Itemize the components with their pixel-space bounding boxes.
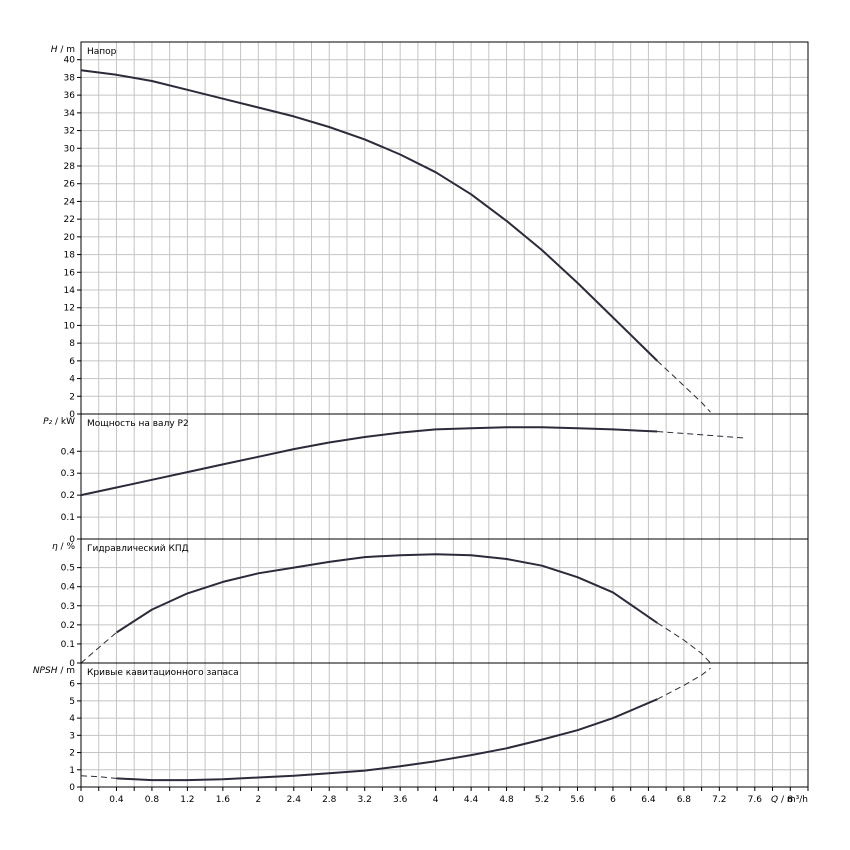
x-tick-label: 4.8 [499, 795, 514, 805]
y-tick-label: 0.1 [61, 640, 75, 650]
x-tick-label: 3.2 [358, 795, 372, 805]
y-tick-label: 36 [64, 91, 76, 101]
x-tick-label: 1.2 [180, 795, 194, 805]
y-tick-label: 0 [69, 783, 75, 793]
x-tick-label: 2.4 [287, 795, 302, 805]
x-tick-label: 6.8 [677, 795, 692, 805]
y-tick-label: 0.2 [61, 491, 75, 501]
x-tick-label: 3.6 [393, 795, 408, 805]
y-tick-label: 28 [64, 162, 76, 172]
y-tick-label: 20 [64, 233, 76, 243]
y-tick-label: 10 [64, 321, 76, 331]
y-tick-label: 0.3 [61, 469, 75, 479]
y-tick-label: 0 [69, 659, 75, 669]
panel-title: Мощность на валу P2 [87, 419, 189, 429]
x-tick-label: 0 [78, 795, 84, 805]
y-axis-label: NPSH / m [33, 666, 75, 676]
y-tick-label: 2 [69, 392, 75, 402]
y-tick-label: 16 [64, 268, 76, 278]
x-tick-label: 2.8 [322, 795, 337, 805]
panel-frame [80, 662, 809, 788]
y-tick-label: 4 [69, 375, 75, 385]
y-tick-label: 24 [64, 197, 76, 207]
x-tick-label: 2 [255, 795, 261, 805]
y-tick-label: 0.5 [61, 564, 75, 574]
y-tick-label: 8 [69, 339, 75, 349]
x-tick-label: 4 [433, 795, 439, 805]
y-tick-label: 0.1 [61, 513, 75, 523]
y-tick-label: 38 [64, 73, 76, 83]
curve-npsh [116, 698, 658, 782]
y-axis-label: P₂ / kW [43, 417, 75, 427]
y-tick-label: 0.2 [61, 621, 75, 631]
panel-power: 0 0.1 0.2 0.3 0.4 P₂ / kW Мощность на валу P2 [43, 413, 809, 545]
y-tick-label: 0.4 [61, 447, 76, 457]
x-tick-label: 1.6 [216, 795, 231, 805]
y-tick-label: 4 [69, 714, 75, 724]
panel-title: Гидравлический КПД [87, 544, 189, 554]
panel-frame [80, 413, 809, 540]
y-tick-label: 0 [69, 535, 75, 545]
x-tick-label: 6 [610, 795, 616, 805]
y-axis-label: H / m [51, 45, 75, 55]
curve-power [80, 426, 658, 497]
x-tick-label: 7.6 [748, 795, 763, 805]
x-tick-label: 6.4 [641, 795, 656, 805]
x-tick-label: 0.4 [109, 795, 124, 805]
panel-frame [80, 41, 809, 415]
curve-extension-end [657, 667, 711, 700]
x-tick-label: 5.2 [535, 795, 549, 805]
y-tick-label: 0.3 [61, 602, 75, 612]
curve-extension-start [80, 775, 117, 779]
y-tick-label: 0 [69, 410, 75, 420]
x-tick-label: 5.6 [570, 795, 585, 805]
x-tick-label: 8 [787, 795, 793, 805]
curve-extension-end [657, 431, 746, 439]
y-tick-label: 40 [64, 56, 76, 66]
y-tick-label: 3 [69, 731, 75, 741]
y-tick-label: 6 [69, 680, 75, 690]
y-tick-label: 12 [64, 304, 75, 314]
x-tick-label: 0.8 [145, 795, 160, 805]
y-tick-label: 14 [64, 286, 76, 296]
y-axis-label: η / % [52, 542, 75, 552]
y-tick-label: 1 [69, 766, 75, 776]
panel-efficiency: 0 0.1 0.2 0.3 0.4 0.5 η / % Гидравлический КПД [52, 538, 809, 669]
x-axis-label: Q / m³/h [771, 795, 808, 805]
curve-extension-start [80, 632, 117, 664]
x-axis: 0 0.4 0.8 1.2 1.6 2 2.4 2.8 3.2 3.6 4 4.4 4.8 5.2 5.6 6… [78, 787, 809, 805]
y-tick-label: 18 [64, 251, 76, 261]
y-tick-label: 26 [64, 180, 76, 190]
y-tick-label: 32 [64, 127, 75, 137]
curve-head [80, 69, 658, 362]
panel-title: Кривые кавитационного запаса [87, 668, 239, 678]
panel-npsh: 0 1 2 3 4 5 6 NPSH / m Кривые кавитационного зап… [33, 662, 809, 793]
x-tick-label: 7.2 [712, 795, 726, 805]
curve-efficiency [115, 553, 658, 634]
y-tick-label: 30 [64, 144, 76, 154]
y-tick-label: 34 [64, 109, 76, 119]
curve-extension-end [657, 622, 711, 664]
panel-title: Напор [87, 47, 117, 57]
y-tick-label: 22 [64, 215, 75, 225]
y-tick-label: 0.4 [61, 583, 76, 593]
y-tick-label: 2 [69, 749, 75, 759]
y-tick-label: 6 [69, 357, 75, 367]
y-tick-label: 5 [69, 697, 75, 707]
x-tick-label: 4.4 [464, 795, 479, 805]
